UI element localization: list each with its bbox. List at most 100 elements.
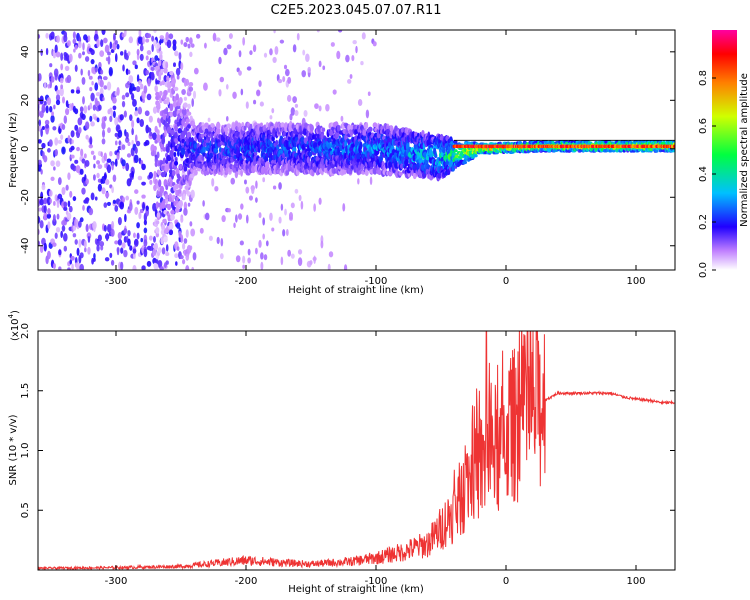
heatmap-cell bbox=[134, 64, 138, 70]
heatmap-cell bbox=[154, 55, 159, 62]
heatmap-cell bbox=[232, 168, 237, 173]
heatmap-cell bbox=[177, 189, 182, 194]
heatmap-cell bbox=[55, 93, 61, 102]
heatmap-cell bbox=[58, 249, 62, 256]
heatmap-cell bbox=[142, 98, 145, 104]
heatmap-cell bbox=[345, 54, 350, 63]
heatmap-cell bbox=[211, 178, 215, 187]
heatmap-cell bbox=[146, 127, 152, 133]
heatmap-cell bbox=[518, 140, 522, 145]
heatmap-cell bbox=[87, 235, 91, 243]
heatmap-cell bbox=[54, 44, 58, 54]
heatmap-cell bbox=[279, 39, 285, 44]
heatmap-cell bbox=[303, 110, 308, 117]
heatmap-cell bbox=[253, 151, 258, 157]
heatmap-cell bbox=[155, 227, 160, 234]
heatmap-cell bbox=[180, 62, 184, 71]
heatmap-cell bbox=[294, 103, 299, 108]
heatmap-cell bbox=[332, 89, 337, 95]
heatmap-cell bbox=[262, 177, 266, 183]
heatmap-cell bbox=[359, 141, 363, 150]
heatmap-cell bbox=[153, 30, 157, 34]
heatmap-cell bbox=[103, 152, 107, 162]
heatmap-cell bbox=[434, 153, 438, 159]
heatmap-cell bbox=[38, 159, 42, 166]
heatmap-cell bbox=[125, 132, 129, 140]
heatmap-cell bbox=[168, 196, 173, 202]
heatmap-cell bbox=[50, 31, 55, 37]
heatmap-cell bbox=[259, 101, 264, 107]
heatmap-cell bbox=[126, 153, 132, 158]
heatmap-cell bbox=[166, 75, 170, 82]
heatmap-cell bbox=[183, 201, 188, 210]
heatmap-cell bbox=[312, 256, 317, 262]
heatmap-cell bbox=[106, 164, 112, 174]
heatmap-cell bbox=[129, 202, 133, 212]
heatmap-cell bbox=[124, 30, 127, 37]
heatmap-cell bbox=[320, 240, 324, 249]
heatmap-cell bbox=[150, 71, 155, 81]
heatmap-cell bbox=[154, 125, 158, 133]
heatmap-cell bbox=[68, 53, 73, 63]
heatmap-cell bbox=[38, 139, 42, 144]
heatmap-cell bbox=[173, 200, 177, 207]
heatmap-cell bbox=[109, 115, 113, 123]
heatmap-cell bbox=[226, 123, 231, 129]
heatmap-cell bbox=[195, 33, 201, 39]
heatmap-cell bbox=[99, 87, 104, 96]
heatmap-cell bbox=[125, 92, 130, 98]
heatmap-cell bbox=[132, 60, 137, 66]
heatmap-cell bbox=[169, 229, 173, 234]
heatmap-cell bbox=[308, 151, 313, 157]
heatmap-cell bbox=[131, 119, 135, 129]
heatmap-cell bbox=[122, 196, 125, 203]
heatmap-cell bbox=[238, 70, 242, 76]
heatmap-cell bbox=[235, 255, 241, 263]
heatmap-cell bbox=[155, 220, 160, 225]
heatmap-cell bbox=[72, 31, 76, 40]
heatmap-cell bbox=[79, 106, 84, 113]
heatmap-cell bbox=[282, 76, 286, 83]
heatmap-cell bbox=[183, 238, 188, 244]
heatmap-cell bbox=[192, 90, 197, 100]
heatmap-cell bbox=[57, 139, 63, 144]
heatmap-cell bbox=[114, 40, 118, 45]
heatmap-cell bbox=[260, 252, 264, 260]
heatmap-cell bbox=[79, 217, 84, 223]
heatmap-cell bbox=[54, 85, 58, 92]
heatmap-cell bbox=[146, 93, 152, 101]
heatmap-cell bbox=[167, 214, 171, 222]
heatmap-cell bbox=[96, 160, 101, 165]
heatmap-cell bbox=[245, 186, 250, 194]
heatmap-cell bbox=[99, 241, 105, 247]
heatmap-cell bbox=[161, 224, 166, 231]
heatmap-cell bbox=[159, 90, 163, 96]
heatmap-cell bbox=[121, 159, 126, 167]
heatmap-cell bbox=[39, 244, 44, 254]
heatmap-cell bbox=[161, 80, 166, 86]
heatmap-cell bbox=[215, 37, 221, 42]
heatmap-cell bbox=[155, 80, 161, 85]
heatmap-cell bbox=[271, 227, 275, 232]
heatmap-cell bbox=[318, 197, 322, 205]
heatmap-cell bbox=[119, 51, 124, 56]
heatmap-cell bbox=[131, 139, 134, 146]
heatmap-cell bbox=[63, 206, 68, 211]
heatmap-cell bbox=[157, 60, 162, 67]
heatmap-cell bbox=[68, 205, 73, 213]
heatmap-cell bbox=[255, 180, 258, 189]
heatmap-cell bbox=[259, 122, 263, 127]
heatmap-cell bbox=[224, 126, 229, 133]
heatmap-cell bbox=[78, 126, 82, 134]
heatmap-cell bbox=[50, 76, 55, 83]
heatmap-cell bbox=[96, 172, 100, 179]
heatmap-cell bbox=[292, 146, 297, 154]
heatmap-cell bbox=[46, 250, 51, 260]
heatmap-cell bbox=[296, 32, 300, 41]
heatmap-cell bbox=[61, 123, 66, 131]
heatmap-cell bbox=[361, 32, 366, 40]
heatmap-cell bbox=[192, 252, 197, 261]
heatmap-cell bbox=[89, 87, 93, 92]
heatmap-cell bbox=[187, 103, 191, 110]
